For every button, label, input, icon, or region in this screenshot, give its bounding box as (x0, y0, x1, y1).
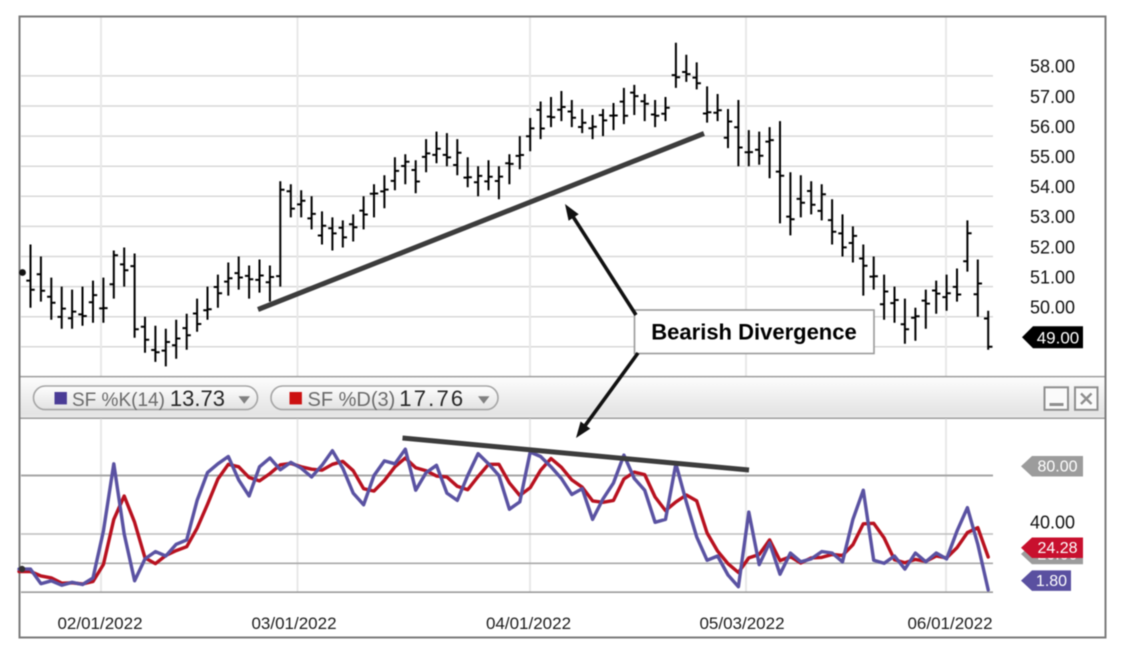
svg-text:40.00: 40.00 (1030, 513, 1075, 533)
svg-text:06/01/2022: 06/01/2022 (907, 614, 992, 633)
svg-text:52.00: 52.00 (1030, 237, 1075, 257)
svg-text:50.00: 50.00 (1030, 298, 1075, 318)
svg-text:SF %D(3)17.76: SF %D(3) 17.76 (308, 386, 466, 411)
svg-text:80.00: 80.00 (1037, 459, 1077, 476)
svg-text:55.00: 55.00 (1030, 147, 1075, 167)
svg-text:57.00: 57.00 (1030, 87, 1075, 107)
svg-text:05/03/2022: 05/03/2022 (699, 614, 784, 633)
svg-text:58.00: 58.00 (1030, 57, 1075, 77)
svg-text:04/01/2022: 04/01/2022 (486, 614, 571, 633)
svg-text:02/01/2022: 02/01/2022 (57, 614, 142, 633)
svg-text:03/01/2022: 03/01/2022 (251, 614, 336, 633)
svg-text:56.00: 56.00 (1030, 117, 1075, 137)
svg-text:53.00: 53.00 (1030, 207, 1075, 227)
svg-text:51.00: 51.00 (1030, 267, 1075, 287)
svg-text:1.80: 1.80 (1036, 573, 1067, 590)
svg-text:Bearish Divergence: Bearish Divergence (651, 320, 856, 345)
svg-text:49.00: 49.00 (1037, 329, 1080, 348)
svg-text:24.28: 24.28 (1037, 540, 1077, 557)
svg-text:SF %K(14)13.73: SF %K(14) 13.73 (72, 386, 225, 411)
svg-text:54.00: 54.00 (1030, 177, 1075, 197)
